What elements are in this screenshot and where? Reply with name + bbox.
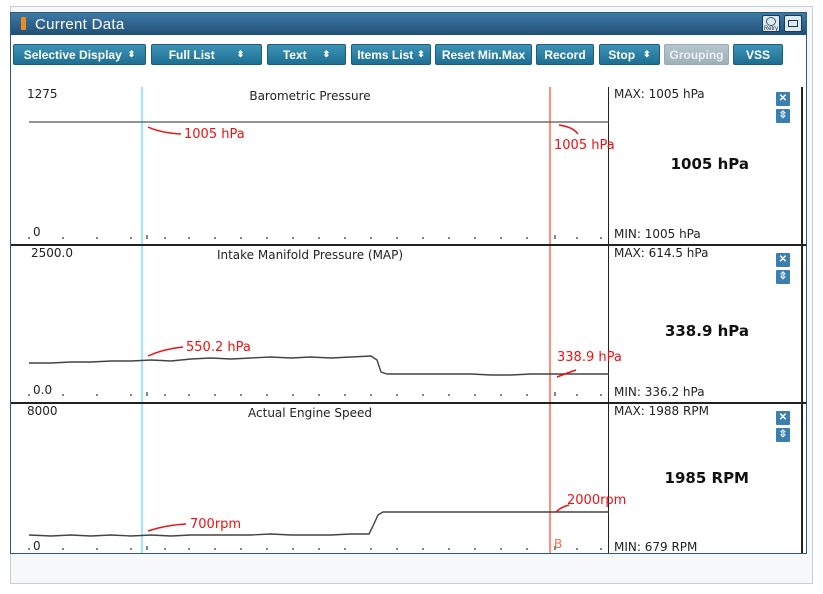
plot-area[interactable]: 8000 Actual Engine Speed 0 700rpm 2000rp… xyxy=(11,404,626,553)
updown-icon: ⬍ xyxy=(127,49,136,59)
y-min-label: 0 xyxy=(33,225,41,239)
tick-marks xyxy=(28,392,602,396)
plot-svg xyxy=(28,246,609,402)
grouping-label: Grouping xyxy=(669,47,724,62)
annotation-b: 2000rpm xyxy=(567,493,627,508)
record-label: Record xyxy=(544,47,586,62)
items-list-button[interactable]: Items List ⬍ xyxy=(351,44,431,65)
close-graph-icon[interactable]: ✕ xyxy=(776,92,790,106)
readout: MAX: 1988 RPM 1985 RPM MIN: 679 RPM xyxy=(609,404,769,554)
min-value: MIN: 1005 hPa xyxy=(614,227,701,241)
y-max-label: 2500.0 xyxy=(31,246,73,260)
updown-icon: ⬍ xyxy=(643,49,651,59)
annotation-b: 1005 hPa xyxy=(554,138,615,153)
annotation-arrow-a xyxy=(147,523,187,532)
window-mode-button[interactable] xyxy=(784,15,802,32)
panel-divider xyxy=(11,402,806,404)
annotation-arrow-b xyxy=(555,504,570,513)
close-graph-icon[interactable]: ✕ xyxy=(776,253,790,267)
window-icon xyxy=(788,20,798,27)
record-button[interactable]: Record xyxy=(536,44,594,65)
selective-display-button[interactable]: Selective Display ⬍ xyxy=(13,44,146,65)
updown-icon: ⬍ xyxy=(417,49,425,59)
grouping-button[interactable]: Grouping xyxy=(664,44,729,65)
graph-panel-map: 2500.0 Intake Manifold Pressure (MAP) 0.… xyxy=(11,246,806,402)
title-bar: Current Data Retry xyxy=(11,13,806,35)
vss-button[interactable]: VSS xyxy=(733,44,783,65)
min-value: MIN: 679 RPM xyxy=(614,540,698,554)
min-value: MIN: 336.2 hPa xyxy=(614,385,705,399)
annotation-b: 338.9 hPa xyxy=(557,350,622,365)
current-data-window: Current Data Retry Selective Display ⬍ Fu… xyxy=(10,12,807,554)
annotation-a: 700rpm xyxy=(190,517,242,532)
max-value: MAX: 1988 RPM xyxy=(614,404,709,418)
selective-display-label: Selective Display xyxy=(23,47,122,62)
resize-graph-icon[interactable]: ⇳ xyxy=(776,270,790,284)
current-value: 338.9 hPa xyxy=(664,322,749,340)
annotation-arrow-b xyxy=(558,124,579,135)
retry-label: Retry xyxy=(763,26,779,32)
max-value: MAX: 1005 hPa xyxy=(614,87,705,101)
readout: MAX: 614.5 hPa 338.9 hPa MIN: 336.2 hPa xyxy=(609,246,769,402)
vss-label: VSS xyxy=(745,47,770,62)
retry-icon xyxy=(766,17,776,26)
resize-graph-icon[interactable]: ⇳ xyxy=(776,428,790,442)
tick-marks xyxy=(28,235,602,239)
annotation-a: 1005 hPa xyxy=(184,127,245,142)
full-list-button[interactable]: Full List ⬍ xyxy=(151,44,262,65)
full-list-label: Full List xyxy=(168,47,215,62)
plot-area[interactable]: 1275 Barometric Pressure 0 1005 hPa 1005… xyxy=(11,87,615,244)
text-button[interactable]: Text ⬍ xyxy=(267,44,346,65)
data-line xyxy=(28,511,609,537)
stop-label: Stop xyxy=(608,47,636,62)
y-max-label: 8000 xyxy=(27,404,58,418)
plot-svg xyxy=(28,404,609,553)
annotation-arrow-a xyxy=(147,126,182,135)
current-value: 1005 hPa xyxy=(670,155,749,173)
max-value: MAX: 614.5 hPa xyxy=(614,246,709,260)
stop-button[interactable]: Stop ⬍ xyxy=(599,44,660,65)
toolbar: Selective Display ⬍ Full List ⬍ Text ⬍ Item… xyxy=(11,35,806,69)
updown-icon: ⬍ xyxy=(236,49,245,59)
updown-icon: ⬍ xyxy=(322,49,331,59)
close-graph-icon[interactable]: ✕ xyxy=(776,411,790,425)
retry-button[interactable]: Retry xyxy=(762,15,780,32)
reset-min-max-label: Reset Min.Max xyxy=(441,47,526,62)
current-value: 1985 RPM xyxy=(664,469,749,487)
resize-graph-icon[interactable]: ⇳ xyxy=(776,109,790,123)
y-min-label: 0.0 xyxy=(33,383,53,397)
graph-title: Intake Manifold Pressure (MAP) xyxy=(216,248,404,262)
plot-area[interactable]: 2500.0 Intake Manifold Pressure (MAP) 0.… xyxy=(11,246,622,402)
alert-icon xyxy=(21,17,26,30)
scroll-edge xyxy=(801,87,803,553)
y-min-label: 0 xyxy=(33,539,41,553)
tick-marks xyxy=(28,546,602,550)
annotation-arrow-b xyxy=(556,369,577,378)
annotation-arrow-a xyxy=(147,346,184,357)
graph-panel-engine-speed: 8000 Actual Engine Speed 0 700rpm 2000rp… xyxy=(11,404,806,554)
items-list-label: Items List xyxy=(357,47,414,62)
graph-title: Actual Engine Speed xyxy=(248,406,372,420)
graph-title: Barometric Pressure xyxy=(249,89,371,103)
cursor-b-label: B xyxy=(554,537,563,551)
reset-min-max-button[interactable]: Reset Min.Max xyxy=(435,44,532,65)
window-title: Current Data xyxy=(35,16,125,33)
graph-panel-barometric: 1275 Barometric Pressure 0 1005 hPa 1005… xyxy=(11,87,806,244)
panel-divider xyxy=(11,244,806,246)
annotation-a: 550.2 hPa xyxy=(186,340,251,355)
plot-svg xyxy=(28,87,609,244)
readout: MAX: 1005 hPa 1005 hPa MIN: 1005 hPa xyxy=(609,87,769,244)
data-line xyxy=(29,355,609,376)
text-label: Text xyxy=(282,47,307,62)
y-max-label: 1275 xyxy=(27,87,58,101)
